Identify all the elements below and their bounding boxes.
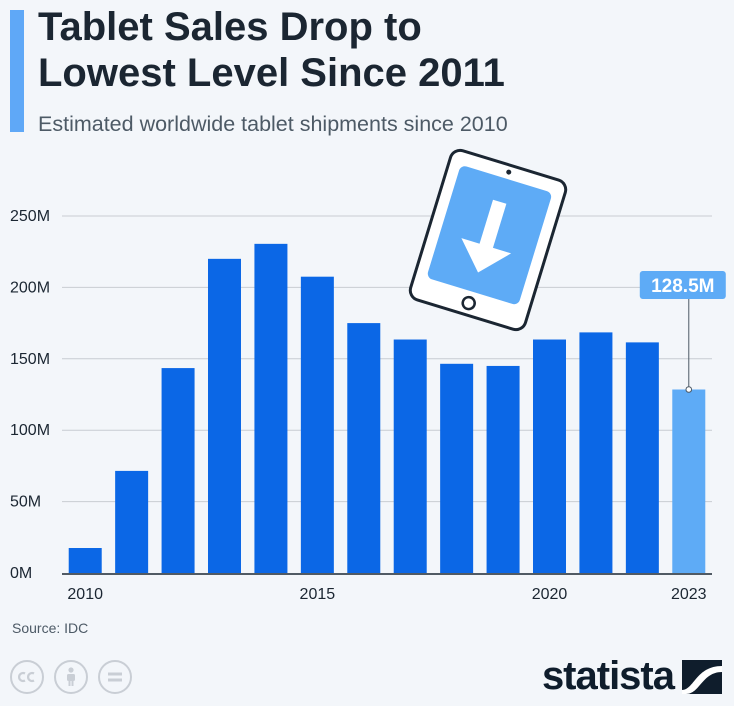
y-tick-label: 150M — [10, 351, 50, 368]
y-tick-label: 250M — [10, 208, 50, 225]
bar-2012 — [161, 368, 195, 573]
brand-name: statista — [541, 654, 675, 698]
cc-icon[interactable] — [10, 660, 44, 694]
bar-2015 — [300, 276, 334, 573]
x-tick-label: 2020 — [532, 586, 568, 603]
x-tick-label: 2015 — [300, 586, 336, 603]
bar-2021 — [579, 332, 613, 573]
nd-equals-icon[interactable] — [98, 660, 132, 694]
source-note: Source: IDC — [12, 620, 89, 636]
x-tick-label: 2010 — [67, 586, 103, 603]
bar-2018 — [440, 363, 474, 573]
y-tick-label: 200M — [10, 279, 50, 296]
chart-title: Tablet Sales Drop to Lowest Level Since … — [38, 4, 505, 96]
bar-chart: 0M 50M 100M 150M 200M 250M 2010 2015 2020 2023 1… — [10, 148, 726, 603]
bar-2020 — [533, 339, 566, 573]
bar-2010 — [68, 548, 102, 573]
bar-2013 — [208, 258, 241, 573]
bar-2022 — [625, 342, 659, 573]
bar-2017 — [393, 339, 427, 573]
y-tick-label: 50M — [10, 494, 41, 511]
title-accent-bar — [10, 10, 24, 132]
chart-title-line-2: Lowest Level Since 2011 — [38, 51, 505, 95]
license-icons — [10, 660, 132, 694]
statista-logo[interactable]: statista — [542, 654, 722, 699]
statista-mark-icon — [682, 659, 722, 694]
bar-2011 — [115, 470, 149, 573]
bar-2023 — [672, 389, 706, 573]
chart-subtitle: Estimated worldwide tablet shipments sin… — [38, 112, 508, 136]
y-tick-label: 0M — [10, 565, 32, 582]
tablet-down-arrow-icon — [408, 148, 568, 332]
x-tick-label: 2023 — [671, 586, 707, 603]
bar-2014 — [254, 243, 288, 573]
annotation: 128.5M — [639, 271, 726, 393]
bars — [68, 243, 706, 573]
bar-2016 — [347, 323, 381, 573]
annotation-point — [685, 386, 693, 393]
bar-2019 — [486, 365, 520, 573]
annotation-label: 128.5M — [651, 276, 714, 297]
annotation-box — [639, 271, 726, 299]
by-person-icon[interactable] — [54, 660, 88, 694]
x-axis: 2010 2015 2020 2023 — [62, 573, 712, 603]
y-tick-label: 100M — [10, 422, 50, 439]
chart-title-line-1: Tablet Sales Drop to — [38, 5, 422, 49]
